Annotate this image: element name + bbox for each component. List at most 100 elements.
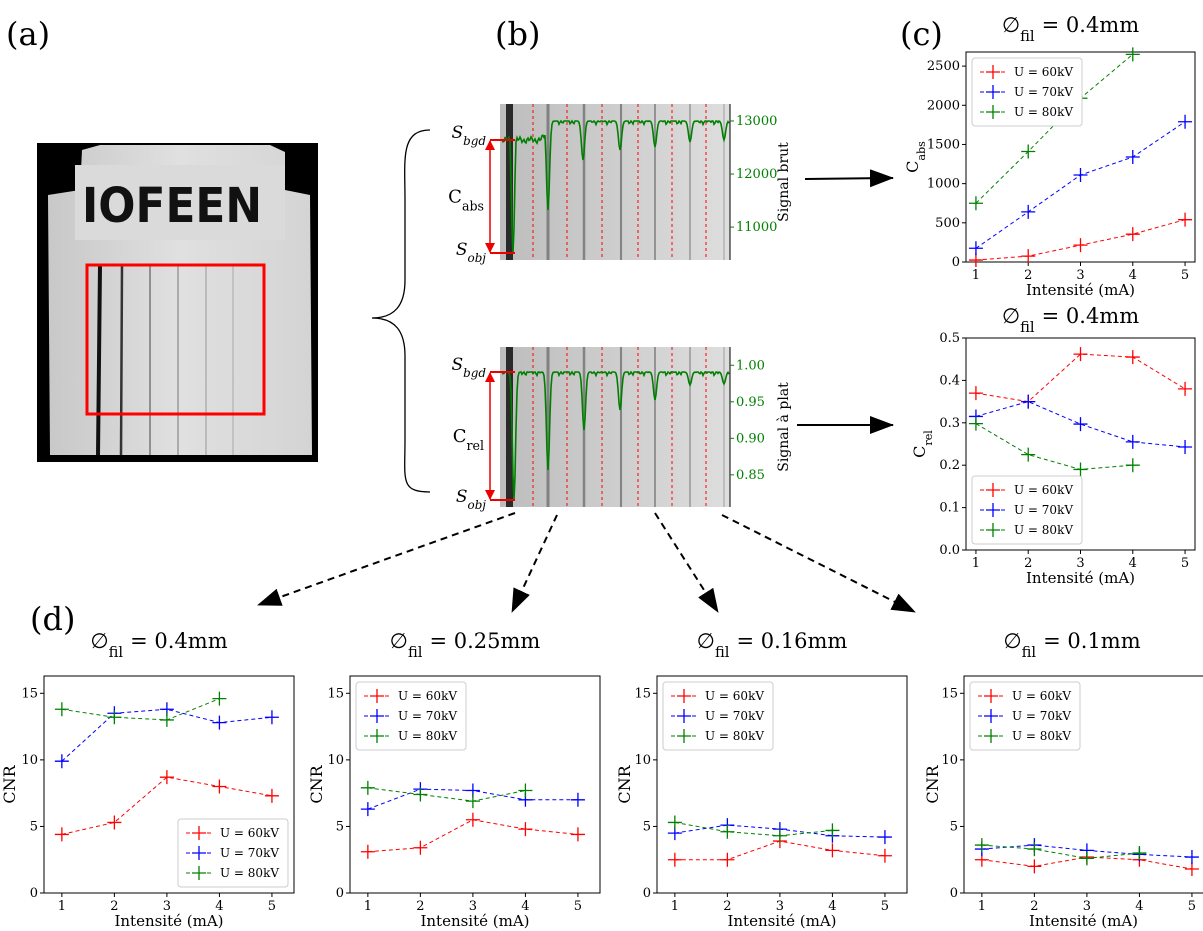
x-tick-label: 3 — [469, 899, 477, 914]
text-base: ∅ — [697, 629, 715, 653]
point-marker — [968, 196, 983, 211]
x-tick-label: 4 — [521, 899, 529, 914]
y-tick-label: 0 — [950, 886, 958, 901]
x-tick-label: 4 — [1129, 556, 1137, 571]
legend-marker — [984, 709, 998, 723]
x-tick-label: 2 — [110, 899, 118, 914]
y-tick-label: 5 — [30, 819, 38, 834]
annotation: Sbgd — [452, 123, 487, 148]
y-tick-label: 0.4 — [939, 373, 960, 388]
point-marker — [465, 812, 480, 827]
chart-title: ∅fil = 0.4mm — [1002, 304, 1139, 336]
x-tick-label: 1 — [364, 899, 372, 914]
annotation: Sbgd — [452, 355, 487, 380]
point-marker — [107, 815, 122, 830]
legend-marker — [984, 689, 998, 703]
point-marker — [1021, 204, 1036, 219]
x-tick-label: 3 — [163, 899, 171, 914]
point-marker — [518, 822, 533, 837]
y-tick-label: 2000 — [927, 98, 960, 113]
y-tick-label: 0.3 — [939, 416, 960, 431]
y-tick-label: 10 — [21, 753, 38, 768]
point-marker — [877, 848, 892, 863]
point-marker — [1178, 439, 1193, 454]
x-tick-label: 3 — [1076, 556, 1084, 571]
legend: U = 60kV U = 70kV U = 80kV — [177, 818, 289, 888]
legend-label: U = 80kV — [220, 866, 279, 880]
text-subscript: obj — [468, 498, 487, 512]
text-subscript: fil — [715, 644, 730, 661]
y-tick-label: 0 — [952, 255, 960, 270]
series-line — [674, 821, 833, 837]
legend-label: U = 60kV — [1014, 65, 1073, 79]
y-axis-label: CNR — [307, 764, 326, 803]
series-line — [975, 353, 1186, 403]
panel-label: (d) — [30, 600, 75, 638]
panel-label: (c) — [900, 15, 943, 53]
y-tick-label: 15 — [327, 686, 344, 701]
y2-tick-label: 0.90 — [736, 431, 765, 446]
line-chart: 1 2 3 4 5 0 5 10 15 ∅fil = 0.16mm Intensité (mA) CNR… — [615, 629, 908, 930]
legend-label: U = 80kV — [1012, 729, 1071, 743]
point-marker — [54, 702, 69, 717]
legend-marker — [677, 709, 691, 723]
wire-shadow — [506, 347, 513, 507]
x-axis-label: Intensité (mA) — [114, 912, 223, 930]
point-marker — [264, 788, 279, 803]
x-axis-label: Intensité (mA) — [420, 912, 529, 930]
legend-box — [177, 818, 289, 888]
legend-label: U = 70kV — [398, 709, 457, 723]
line-chart: 1 2 3 4 5 0 5 10 15 ∅fil = 0.1mm Intensité (mA) CNR U… — [923, 629, 1203, 930]
point-marker — [107, 710, 122, 725]
point-marker — [1021, 394, 1036, 409]
point-marker — [1125, 227, 1140, 242]
text-subscript: rel — [922, 430, 935, 446]
point-marker — [1073, 462, 1088, 477]
legend-label: U = 80kV — [398, 729, 457, 743]
legend-box — [971, 57, 1083, 127]
point-marker — [1125, 47, 1140, 62]
point-marker — [212, 691, 227, 706]
x-tick-label: 5 — [268, 899, 276, 914]
y2-tick-label: 12000 — [736, 167, 777, 182]
y2-tick-label: 0.85 — [736, 468, 765, 483]
point-marker — [720, 824, 735, 839]
text-subscript: fil — [109, 644, 124, 661]
legend: U = 60kV U = 70kV U = 80kV — [355, 681, 467, 751]
point-marker — [1132, 846, 1147, 861]
y-tick-label: 0.1 — [939, 501, 960, 516]
y-tick-label: 0.5 — [939, 331, 960, 346]
legend-marker — [984, 729, 998, 743]
text-base: C — [903, 161, 922, 173]
point-marker — [1021, 249, 1036, 264]
legend-box — [662, 681, 774, 751]
point-marker — [1021, 144, 1036, 159]
text-base: C — [910, 446, 929, 458]
x-tick-label: 4 — [1129, 268, 1137, 283]
point-marker — [968, 253, 983, 268]
legend-label: U = 60kV — [705, 689, 764, 703]
profile-image — [500, 104, 730, 260]
text-subscript: abs — [915, 141, 928, 161]
legend: U = 60kV U = 70kV U = 80kV — [969, 681, 1081, 751]
y2-axis-label: Signal à plat — [775, 382, 792, 472]
line-chart: 1 2 3 4 5 0.0 0.1 0.2 0.3 0.4 0.5 ∅fil = 0.4mm Intens… — [910, 304, 1196, 587]
wire-shadow — [506, 104, 513, 260]
legend-marker — [677, 689, 691, 703]
legend-marker — [986, 85, 1000, 99]
legend-box — [969, 681, 1081, 751]
point-marker — [570, 792, 585, 807]
text-base: C — [448, 187, 462, 208]
text-base: ∅ — [1003, 629, 1021, 653]
y-tick-label: 15 — [634, 686, 651, 701]
point-marker — [1073, 238, 1088, 253]
point-marker — [1125, 350, 1140, 365]
radiograph: IOFEEN — [37, 143, 318, 462]
text-subscript: rel — [466, 438, 484, 453]
x-tick-label: 2 — [723, 899, 731, 914]
series-line — [975, 53, 1134, 204]
legend-label: U = 60kV — [1014, 483, 1073, 497]
y-axis-label: CNR — [0, 764, 19, 803]
